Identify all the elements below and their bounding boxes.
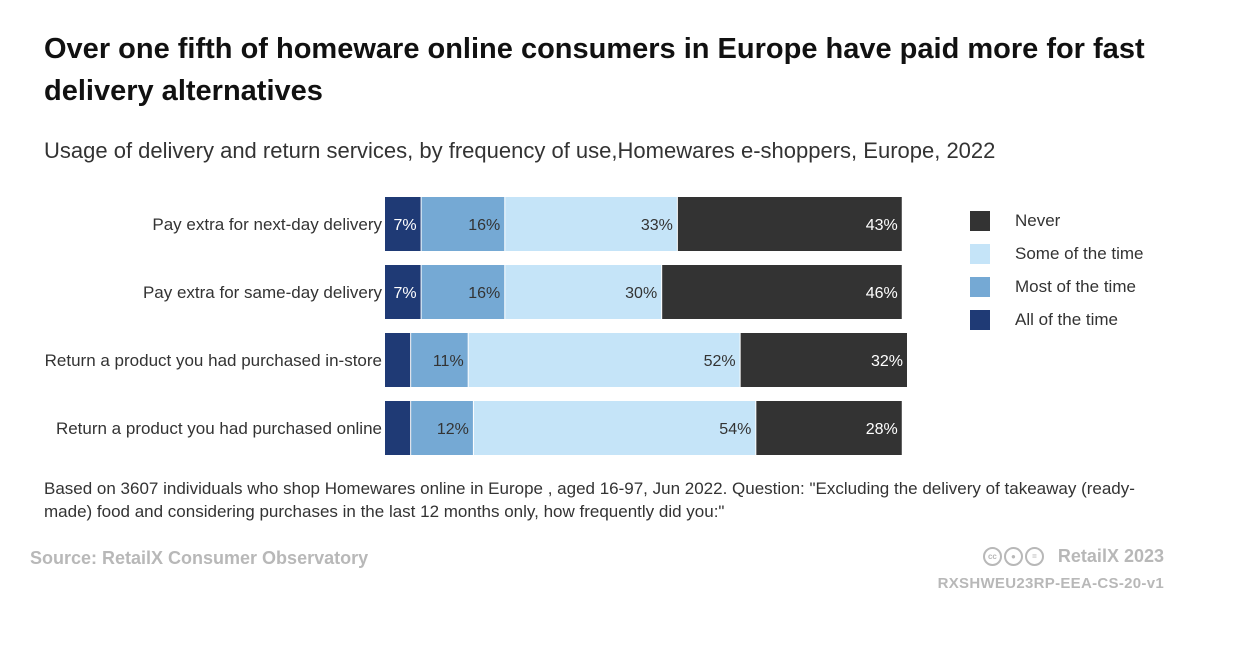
legend-item: Some of the time: [970, 237, 1144, 270]
bar-row: Pay extra for next-day delivery 7% 16% 33% 4…: [152, 197, 902, 251]
bar-segment: [411, 333, 468, 387]
nd-icon: =: [1024, 547, 1044, 566]
value-label: 33%: [641, 217, 673, 234]
category-label: Return a product you had purchased in-st…: [45, 351, 382, 370]
value-label: 12%: [437, 421, 469, 438]
category-label: Pay extra for next-day delivery: [152, 215, 382, 234]
chart-subtitle: Usage of delivery and return services, b…: [44, 138, 996, 163]
bar-row: Return a product you had purchased onlin…: [56, 401, 902, 455]
bar-segment: [385, 333, 411, 387]
bar-segment: [421, 197, 505, 251]
value-label: 28%: [866, 421, 898, 438]
survey-note: Based on 3607 individuals who shop Homew…: [44, 479, 1135, 521]
value-label: 52%: [704, 353, 736, 370]
brand-block: cc ● = RetailX 2023: [982, 546, 1164, 567]
value-label: 11%: [433, 353, 464, 370]
legend-label: Most of the time: [1015, 276, 1136, 296]
value-label: 16%: [468, 217, 500, 234]
cc-icon: cc: [982, 547, 1002, 566]
bar-segment: [421, 265, 505, 319]
value-label: 7%: [393, 285, 416, 302]
value-label: 46%: [866, 285, 898, 302]
bar-segment: [677, 197, 902, 251]
bar-segment: [385, 265, 421, 319]
by-icon: ●: [1003, 547, 1023, 566]
chart-title: Over one fifth of homeware online consum…: [44, 33, 1145, 107]
chart-legend: Never Some of the time Most of the time All…: [970, 204, 1144, 336]
bar-segment: [756, 401, 902, 455]
bar-segment: [473, 401, 756, 455]
legend-item: Never: [970, 204, 1144, 237]
bar-segment: [411, 401, 473, 455]
legend-swatch: [970, 276, 990, 297]
legend-label: Never: [1015, 210, 1061, 230]
value-label: 7%: [393, 217, 416, 234]
bar-segment: [740, 333, 907, 387]
bar-segment: [468, 333, 740, 387]
legend-swatch: [970, 243, 990, 264]
brand-text: RetailX 2023: [1057, 546, 1164, 566]
bar-segment: [385, 197, 421, 251]
bar-segment: [385, 401, 411, 455]
category-label: Return a product you had purchased onlin…: [56, 419, 382, 438]
source-text: Source: RetailX Consumer Observatory: [30, 548, 369, 568]
legend-label: Some of the time: [1015, 243, 1144, 263]
legend-label: All of the time: [1015, 309, 1118, 329]
legend-item: All of the time: [970, 303, 1144, 336]
license-icons: cc ● =: [982, 547, 1046, 566]
value-label: 43%: [866, 217, 898, 234]
report-code: RXSHWEU23RP-EEA-CS-20-v1: [937, 575, 1164, 592]
value-label: 32%: [871, 353, 903, 370]
value-label: 54%: [719, 421, 751, 438]
bar-segment: [505, 197, 677, 251]
value-label: 30%: [625, 285, 657, 302]
bar-row: Pay extra for same-day delivery 7% 16% 30% 4…: [143, 265, 902, 319]
bar-segment: [662, 265, 902, 319]
bar-segment: [505, 265, 662, 319]
bar-row: Return a product you had purchased in-st…: [45, 333, 907, 387]
legend-swatch: [970, 210, 990, 231]
legend-item: Most of the time: [970, 270, 1144, 303]
category-label: Pay extra for same-day delivery: [143, 283, 383, 302]
value-label: 16%: [468, 285, 500, 302]
stacked-bar-chart: Pay extra for next-day delivery 7% 16% 33% 4…: [45, 197, 907, 455]
legend-swatch: [970, 309, 990, 330]
